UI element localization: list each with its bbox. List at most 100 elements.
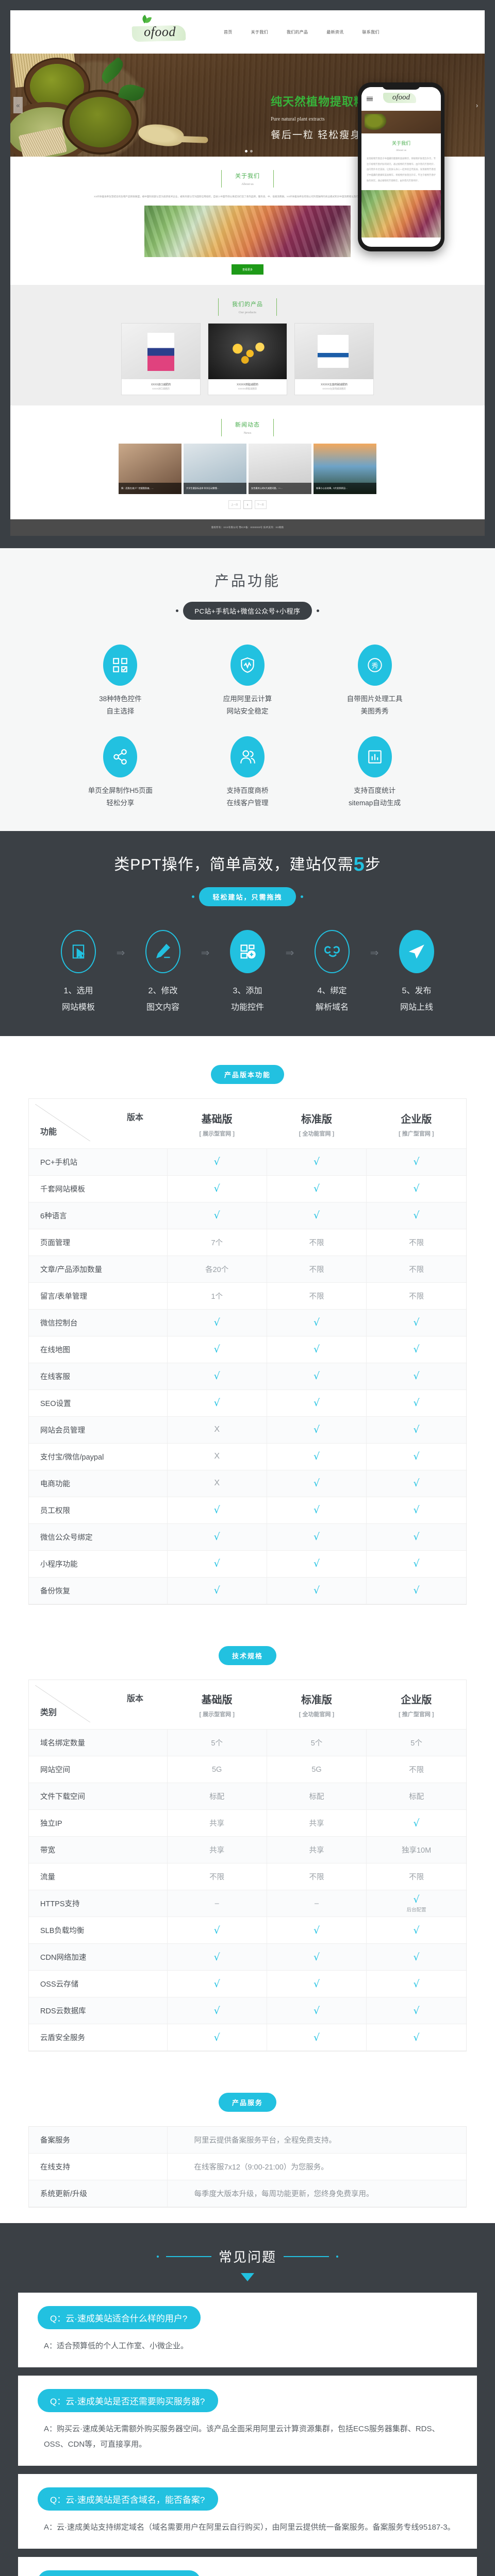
faq-card[interactable]: Q：云·速成美站是否含域名，能否备案? A：云·速成美站支持绑定域名（域名需要用户… [18,2474,477,2549]
table-row: 域名绑定数量 5个 5个 5个 [29,1729,466,1757]
product-card[interactable]: XXXXX燃脂减肥药 XXXXX燃脂减肥药 [208,323,287,396]
check-icon: √ [413,1894,420,1906]
news-item[interactable]: 情：屁股在减少？挖掘脂肪被，… [119,444,182,495]
faq-question[interactable]: Q：云·速成美站是否还需要购买服务器? [38,2389,219,2413]
carousel-dot-1[interactable] [245,150,248,152]
service-table-section: 产品服务 备案服务 阿里云提供备案服务平台，全程免费支持。 在线支持 在线客服7x12… [0,2067,495,2224]
table-row: 6种语言 √ √ √ [29,1202,466,1229]
check-icon: √ [313,1317,320,1329]
table-cell: 5个 [366,1729,466,1757]
table-cell: √ [266,2024,367,2052]
site-logo[interactable]: ofood [129,16,191,47]
cell-value: 不限 [309,1292,324,1301]
build-steps-section: 类PPT操作，简单高效，建站仅需5步 轻松建站，只需拖拽 1、选用 网站模板 ⇒ [0,831,495,1037]
check-icon: √ [213,1924,220,1936]
table-cell: 不限 [266,1282,367,1310]
table-cell: √ [366,1443,466,1470]
faq-card[interactable]: Q：云·速成美站是否还需要购买服务器? A：购买云·速成美站无需额外购买服务器空间… [18,2376,477,2466]
feature-line2: 网站安全稳定 [226,707,269,716]
steps-pill-row: 轻松建站，只需拖拽 [0,887,495,907]
pager-page-1[interactable]: 1 [243,500,252,510]
faq-question[interactable]: Q：云·速成美站是否含域名，能否备案? [38,2487,219,2511]
faq-dash-right [284,2256,329,2257]
table-cell: 5个 [167,1729,267,1757]
table-row: 页面管理 7个 不限 不限 [29,1229,466,1256]
site-nav[interactable]: 首页 关于我们 我们的产品 最新资讯 联系我们 [224,29,380,35]
divider-left [218,298,219,316]
table-row: 在线支持 在线客服7x12（9:00-21:00）为您服务。 [29,2153,466,2181]
news-item[interactable]: 做事小心长软膏，5大发胖原因… [314,444,376,495]
faq-card[interactable]: Q：云·速成美站适合什么样的用户? A：适合预算低的个人工作室、小微企业。 [18,2293,477,2368]
cell-value: 5个 [410,1739,422,1748]
row-label: 独立IP [29,1809,167,1837]
divider-right [276,298,277,316]
view-more-button[interactable]: 查看更多 [232,264,263,275]
carousel-prev-arrow-icon[interactable]: « [13,97,23,113]
meitu-xiuxiu-icon: 秀 [357,645,392,686]
nav-item-contact[interactable]: 联系我们 [362,29,380,35]
pager-prev[interactable]: 上一页 [228,500,241,510]
table-cell: √ [366,1809,466,1837]
add-widget-icon [230,930,265,974]
phone-about-title-en: About us [395,149,406,152]
carousel-dots[interactable] [245,150,253,152]
hamburger-menu-icon[interactable] [367,95,373,103]
news-item[interactable]: 女性最关心的6大减肥问题，一… [249,444,311,495]
cell-value: 标配 [309,1793,324,1802]
table-cell: 不限 [366,1756,466,1784]
table-cell: √ [167,2024,267,2052]
faq-question[interactable]: Q：云·速成美站适合什么样的用户? [38,2306,201,2330]
phone-hero [361,111,441,133]
faq-section: 常见问题 Q：云·速成美站适合什么样的用户? A：适合预算低的个人工作室、小微企业… [0,2223,495,2576]
check-icon: √ [213,2005,220,2016]
faq-question[interactable]: Q：云·速成美站提供哪些售后服务? [38,2570,201,2576]
table-cell: √ [167,1148,267,1176]
table-cell: √ [366,1523,466,1551]
carousel-next-arrow-icon[interactable]: › [475,101,478,109]
cell-value: 不限 [309,1265,324,1274]
check-icon: √ [213,1397,220,1409]
table-row: RDS云数据库 √ √ √ [29,1997,466,2025]
site-footer: 版权所有：XXX有限公司 鄂ICP备：0000000号 技术支持：XX网络 [10,519,485,536]
faq-card[interactable]: Q：云·速成美站提供哪些售后服务?A：我们提供每天9:00-21:00在线客户服… [18,2557,477,2576]
pager-next[interactable]: 下一页 [254,500,267,510]
check-icon: √ [413,1156,420,1168]
table-cell: √ [366,1470,466,1497]
row-label: 微信公众号绑定 [29,1523,167,1551]
faq-answer: A：购买云·速成美站无需额外购买服务器空间。该产品全面采用阿里云计算资源集群，包… [44,2425,440,2449]
feature-line1: 38种特色控件 [99,695,142,703]
table-cell: 5G [167,1756,267,1784]
product-card[interactable]: XXXX进口减肥药 XXXX进口减肥药 [121,323,201,396]
table-cell: 标配 [366,1783,466,1810]
table-cell: √ [167,1309,267,1336]
product-image [295,324,373,380]
nav-item-products[interactable]: 我们的产品 [286,29,308,35]
row-label: 小程序功能 [29,1550,167,1578]
corner-col-label: 版本 [126,1694,143,1703]
table-row: 流量 不限 不限 不限 [29,1863,466,1891]
steps-heading-prefix: 类PPT操作，简单高效，建站仅需 [114,856,354,874]
check-icon: √ [313,1210,320,1222]
cell-value: 不限 [409,1873,424,1882]
matcha-bowl-a [30,64,84,109]
product-card[interactable]: XXXXX左旋肉碱减肥药 XXXXX左旋肉碱减肥药 [294,323,374,396]
table-cell: √ [266,1175,367,1202]
steps-heading-number: 5 [353,854,365,876]
table-row: 在线地图 √ √ √ [29,1336,466,1363]
table-row: 系统更新/升级 每季度大版本升级，每周功能更新，您终身免费享用。 [29,2180,466,2208]
carousel-dot-2[interactable] [250,150,253,152]
cell-value: 不限 [409,1292,424,1301]
news-pager[interactable]: 上一页 1 下一页 [10,500,485,510]
version-table-section: 产品版本功能 版本 功能 基础版 [ 展示型官网 ] 标准版 [ 全功能官网 ] [0,1036,495,1620]
nav-item-about[interactable]: 关于我们 [251,29,268,35]
column-header-standard: 标准版 [ 全功能官网 ] [267,1099,367,1149]
cell-value: 1个 [211,1292,223,1301]
news-item[interactable]: 大学生健身标送命 科学运动需懂… [184,444,246,495]
nav-item-news[interactable]: 最新资讯 [326,29,344,35]
table-cell: 1个 [167,1282,267,1310]
nav-item-home[interactable]: 首页 [224,29,233,35]
column-sub: [ 展示型官网 ] [199,1130,235,1137]
features-heading: 产品功能 [214,573,280,589]
steps-row: 1、选用 网站模板 ⇒ 2、修改 图文内容 ⇒ [0,930,495,1012]
corner-row-label: 类别 [40,1708,57,1718]
